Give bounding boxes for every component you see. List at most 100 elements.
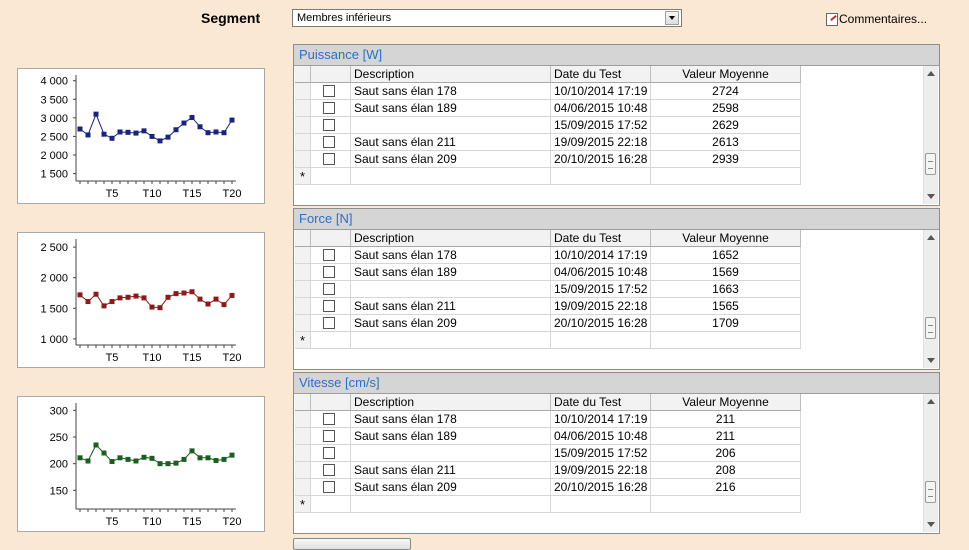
arrow-up-icon[interactable] — [927, 399, 935, 404]
segment-select[interactable]: Membres inférieurs — [292, 9, 682, 27]
description-cell[interactable]: Saut sans élan 211 — [351, 298, 551, 315]
vertical-scrollbar[interactable] — [923, 394, 938, 532]
date-cell[interactable]: 04/06/2015 10:48 — [551, 428, 651, 445]
date-cell[interactable]: 20/10/2015 16:28 — [551, 479, 651, 496]
new-row-cell[interactable] — [551, 168, 651, 185]
description-cell[interactable] — [351, 445, 551, 462]
row-selector[interactable] — [295, 411, 311, 428]
column-header-description[interactable]: Description — [351, 394, 551, 411]
value-cell[interactable]: 1565 — [651, 298, 801, 315]
description-cell[interactable] — [351, 281, 551, 298]
value-cell[interactable]: 206 — [651, 445, 801, 462]
column-header-value[interactable]: Valeur Moyenne — [651, 66, 801, 83]
column-header-date[interactable]: Date du Test — [551, 230, 651, 247]
date-cell[interactable]: 04/06/2015 10:48 — [551, 100, 651, 117]
row-checkbox[interactable] — [323, 413, 335, 425]
scrollbar-thumb[interactable] — [925, 481, 936, 503]
value-cell[interactable]: 1569 — [651, 264, 801, 281]
new-row-cell[interactable] — [351, 496, 551, 513]
date-cell[interactable]: 04/06/2015 10:48 — [551, 264, 651, 281]
row-checkbox[interactable] — [323, 249, 335, 261]
value-cell[interactable]: 1709 — [651, 315, 801, 332]
column-header-date[interactable]: Date du Test — [551, 394, 651, 411]
column-header-date[interactable]: Date du Test — [551, 66, 651, 83]
description-cell[interactable]: Saut sans élan 178 — [351, 247, 551, 264]
new-row-cell[interactable] — [651, 332, 801, 349]
date-cell[interactable]: 10/10/2014 17:19 — [551, 83, 651, 100]
chevron-down-icon[interactable] — [665, 11, 679, 25]
column-header-description[interactable]: Description — [351, 66, 551, 83]
arrow-down-icon[interactable] — [927, 194, 935, 199]
new-row-cell[interactable] — [551, 332, 651, 349]
value-cell[interactable]: 2613 — [651, 134, 801, 151]
row-checkbox[interactable] — [323, 153, 335, 165]
date-cell[interactable]: 10/10/2014 17:19 — [551, 411, 651, 428]
row-selector[interactable] — [295, 428, 311, 445]
row-selector[interactable] — [295, 462, 311, 479]
row-checkbox[interactable] — [323, 266, 335, 278]
description-cell[interactable]: Saut sans élan 211 — [351, 134, 551, 151]
new-row-cell[interactable] — [311, 168, 351, 185]
comments-button[interactable]: Commentaires... — [826, 12, 927, 26]
row-checkbox[interactable] — [323, 283, 335, 295]
date-cell[interactable]: 15/09/2015 17:52 — [551, 117, 651, 134]
new-row-cell[interactable] — [351, 168, 551, 185]
scrollbar-thumb[interactable] — [925, 317, 936, 339]
row-checkbox[interactable] — [323, 317, 335, 329]
column-header-description[interactable]: Description — [351, 230, 551, 247]
date-cell[interactable]: 19/09/2015 22:18 — [551, 298, 651, 315]
row-selector[interactable] — [295, 134, 311, 151]
value-cell[interactable]: 2629 — [651, 117, 801, 134]
vertical-scrollbar[interactable] — [923, 230, 938, 368]
new-row-cell[interactable] — [311, 496, 351, 513]
row-checkbox[interactable] — [323, 430, 335, 442]
row-selector[interactable] — [295, 298, 311, 315]
row-selector[interactable] — [295, 151, 311, 168]
new-row-cell[interactable] — [551, 496, 651, 513]
row-selector[interactable] — [295, 315, 311, 332]
row-selector[interactable] — [295, 100, 311, 117]
date-cell[interactable]: 19/09/2015 22:18 — [551, 134, 651, 151]
row-selector[interactable] — [295, 281, 311, 298]
date-cell[interactable]: 19/09/2015 22:18 — [551, 462, 651, 479]
description-cell[interactable]: Saut sans élan 209 — [351, 151, 551, 168]
value-cell[interactable]: 1652 — [651, 247, 801, 264]
description-cell[interactable]: Saut sans élan 189 — [351, 264, 551, 281]
row-selector[interactable] — [295, 479, 311, 496]
date-cell[interactable]: 15/09/2015 17:52 — [551, 281, 651, 298]
value-cell[interactable]: 208 — [651, 462, 801, 479]
value-cell[interactable]: 2724 — [651, 83, 801, 100]
value-cell[interactable]: 216 — [651, 479, 801, 496]
description-cell[interactable]: Saut sans élan 189 — [351, 100, 551, 117]
new-row-cell[interactable] — [651, 168, 801, 185]
new-row-cell[interactable] — [351, 332, 551, 349]
value-cell[interactable]: 2598 — [651, 100, 801, 117]
row-checkbox[interactable] — [323, 119, 335, 131]
arrow-down-icon[interactable] — [927, 522, 935, 527]
row-selector[interactable] — [295, 83, 311, 100]
scrollbar-thumb[interactable] — [925, 153, 936, 175]
date-cell[interactable]: 20/10/2015 16:28 — [551, 151, 651, 168]
vertical-scrollbar[interactable] — [923, 66, 938, 204]
new-row-cell[interactable] — [311, 332, 351, 349]
row-checkbox[interactable] — [323, 300, 335, 312]
row-selector[interactable] — [295, 264, 311, 281]
value-cell[interactable]: 1663 — [651, 281, 801, 298]
description-cell[interactable]: Saut sans élan 209 — [351, 315, 551, 332]
row-checkbox[interactable] — [323, 102, 335, 114]
value-cell[interactable]: 2939 — [651, 151, 801, 168]
description-cell[interactable] — [351, 117, 551, 134]
row-selector[interactable] — [295, 117, 311, 134]
row-checkbox[interactable] — [323, 464, 335, 476]
date-cell[interactable]: 15/09/2015 17:52 — [551, 445, 651, 462]
row-checkbox[interactable] — [323, 447, 335, 459]
column-header-value[interactable]: Valeur Moyenne — [651, 394, 801, 411]
description-cell[interactable]: Saut sans élan 178 — [351, 83, 551, 100]
description-cell[interactable]: Saut sans élan 189 — [351, 428, 551, 445]
column-header-value[interactable]: Valeur Moyenne — [651, 230, 801, 247]
description-cell[interactable]: Saut sans élan 209 — [351, 479, 551, 496]
row-selector[interactable] — [295, 247, 311, 264]
row-checkbox[interactable] — [323, 85, 335, 97]
bottom-button[interactable] — [293, 538, 411, 550]
description-cell[interactable]: Saut sans élan 178 — [351, 411, 551, 428]
